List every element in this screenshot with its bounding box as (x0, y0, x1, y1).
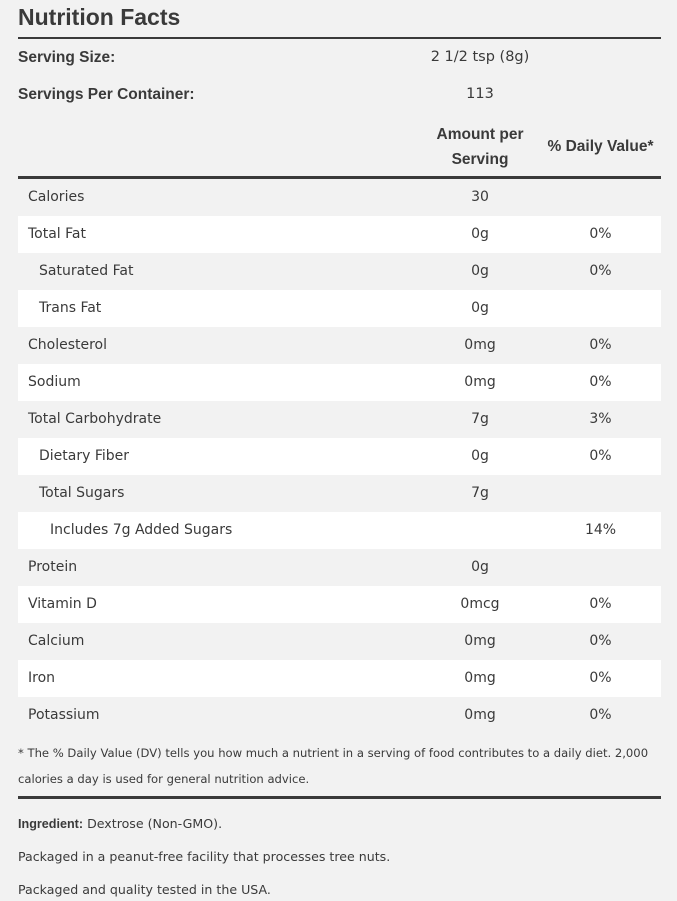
table-row: Calories 30 (18, 179, 661, 216)
nutrient-name: Saturated Fat (39, 263, 134, 279)
nutrient-name: Cholesterol (28, 337, 108, 353)
amount-per-serving-header: Amount per Serving (420, 122, 540, 172)
serving-size-label: Serving Size: (18, 49, 116, 66)
table-row: Total Sugars 7g (18, 475, 661, 512)
nutrient-daily-value: 0% (589, 633, 612, 649)
nutrient-amount: 0mg (464, 337, 496, 353)
amount-header-line2: Serving (451, 151, 509, 168)
page-title: Nutrition Facts (18, 4, 181, 30)
table-row: Cholesterol 0mg 0% (18, 327, 661, 364)
nutrient-amount: 30 (471, 189, 489, 205)
servings-per-container-label: Servings Per Container: (18, 86, 195, 103)
origin-note: Packaged and quality tested in the USA. (18, 882, 271, 897)
nutrient-amount: 7g (471, 485, 489, 501)
nutrient-name: Calories (28, 189, 85, 205)
table-row: Dietary Fiber 0g 0% (18, 438, 661, 475)
nutrient-name: Iron (28, 670, 56, 686)
nutrient-amount: 0mg (464, 707, 496, 723)
table-row: Calcium 0mg 0% (18, 623, 661, 660)
nutrient-daily-value: 0% (589, 374, 612, 390)
nutrient-daily-value: 0% (589, 263, 612, 279)
nutrient-name: Dietary Fiber (39, 448, 130, 464)
amount-header-line1: Amount per (436, 126, 524, 143)
table-row: Trans Fat 0g (18, 290, 661, 327)
serving-size-value: 2 1/2 tsp (8g) (430, 49, 530, 65)
table-row: Protein 0g (18, 549, 661, 586)
nutrient-amount: 0mg (464, 670, 496, 686)
table-row: Saturated Fat 0g 0% (18, 253, 661, 290)
servings-per-container-row: Servings Per Container: 113 (18, 86, 661, 110)
daily-value-footnote: * The % Daily Value (DV) tells you how m… (18, 746, 649, 786)
divider (18, 37, 661, 39)
table-row: Potassium 0mg 0% (18, 697, 661, 734)
nutrient-amount: 0mg (464, 374, 496, 390)
divider (18, 176, 661, 179)
nutrient-amount: 0g (471, 263, 489, 279)
nutrient-name: Includes 7g Added Sugars (50, 522, 233, 538)
daily-value-header: % Daily Value* (547, 138, 654, 155)
table-row: Total Carbohydrate 7g 3% (18, 401, 661, 438)
nutrient-daily-value: 0% (589, 596, 612, 612)
ingredients-line: Ingredient: Dextrose (Non-GMO). (18, 816, 222, 831)
nutrient-name: Total Carbohydrate (28, 411, 162, 427)
ingredients-value: Dextrose (Non-GMO). (83, 816, 223, 831)
nutrient-daily-value: 0% (589, 226, 612, 242)
nutrient-amount: 0g (471, 226, 489, 242)
nutrient-name: Total Sugars (39, 485, 125, 501)
table-row: Vitamin D 0mcg 0% (18, 586, 661, 623)
table-row: Iron 0mg 0% (18, 660, 661, 697)
nutrient-name: Potassium (28, 707, 100, 723)
nutrient-daily-value: 0% (589, 670, 612, 686)
nutrient-amount: 0g (471, 448, 489, 464)
serving-size-row: Serving Size: 2 1/2 tsp (8g) (18, 49, 661, 73)
nutrient-amount: 0g (471, 559, 489, 575)
nutrient-name: Vitamin D (28, 596, 97, 612)
nutrient-name: Total Fat (28, 226, 86, 242)
ingredients-label: Ingredient: (18, 817, 84, 831)
nutrient-amount: 0g (471, 300, 489, 316)
nutrient-amount: 7g (471, 411, 489, 427)
nutrient-daily-value: 0% (589, 448, 612, 464)
nutrient-daily-value: 14% (584, 522, 617, 538)
divider (18, 796, 661, 799)
table-row: Includes 7g Added Sugars 14% (18, 512, 661, 549)
nutrient-daily-value: 3% (589, 411, 612, 427)
table-row: Sodium 0mg 0% (18, 364, 661, 401)
nutrient-daily-value: 0% (589, 707, 612, 723)
nutrient-name: Calcium (28, 633, 85, 649)
nutrient-amount: 0mcg (460, 596, 500, 612)
allergen-note: Packaged in a peanut-free facility that … (18, 849, 391, 864)
nutrient-name: Sodium (28, 374, 81, 390)
nutrient-name: Trans Fat (39, 300, 102, 316)
nutrient-amount: 0mg (464, 633, 496, 649)
nutrient-name: Protein (28, 559, 78, 575)
nutrient-daily-value: 0% (589, 337, 612, 353)
table-row: Total Fat 0g 0% (18, 216, 661, 253)
nutrient-table: Calories 30 Total Fat 0g 0% Saturated Fat 0g 0%… (18, 179, 661, 734)
servings-per-container-value: 113 (466, 86, 494, 102)
